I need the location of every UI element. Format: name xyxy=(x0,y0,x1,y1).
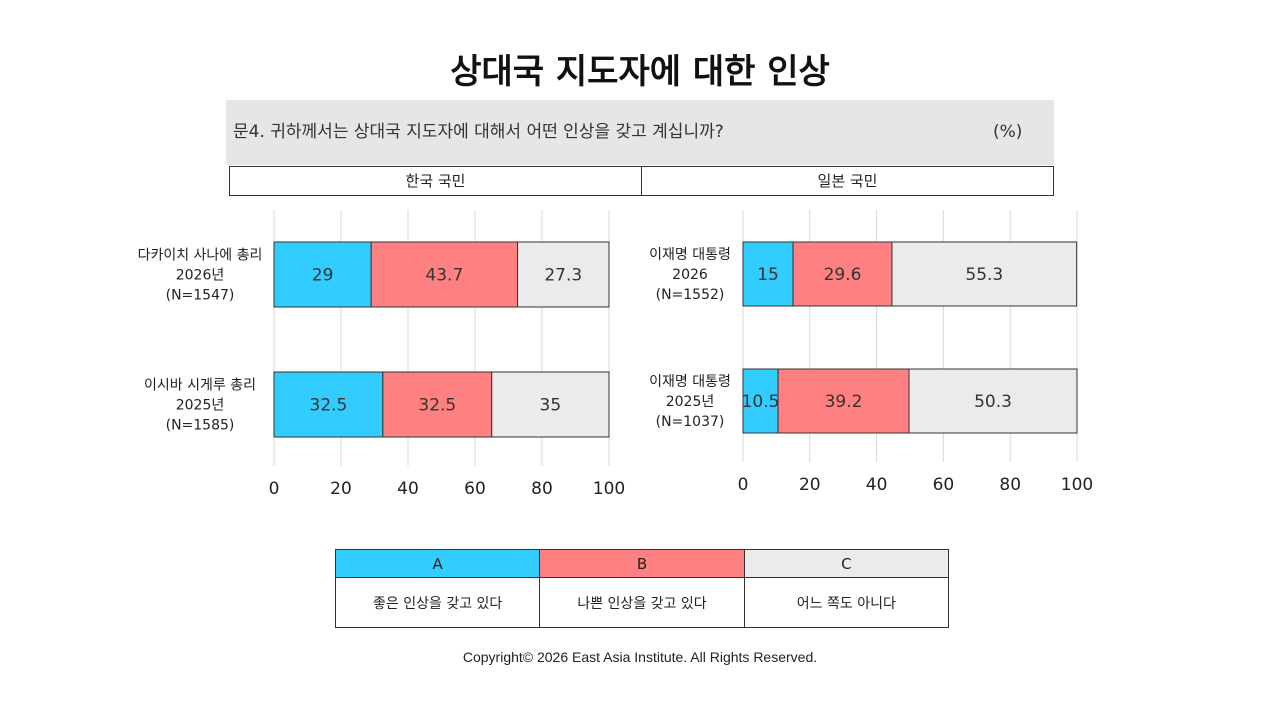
data-label-b: 29.6 xyxy=(824,265,862,285)
category-label-japan: 2025년 xyxy=(666,394,715,410)
x-tick-label-japan: 40 xyxy=(866,475,888,495)
x-tick-label-korea: 80 xyxy=(531,479,553,499)
data-label-c: 50.3 xyxy=(974,392,1012,412)
category-label-korea: 2025년 xyxy=(176,398,225,414)
bar-segment-b xyxy=(382,371,493,438)
page-title: 상대국 지도자에 대한 인상 xyxy=(450,52,830,92)
copyright-notice: Copyright© 2026 East Asia Institute. All… xyxy=(462,649,818,665)
x-tick-label-korea: 40 xyxy=(397,479,419,499)
panel-header-korea: 한국 국민 xyxy=(230,167,642,195)
panel-header-japan: 일본 국민 xyxy=(817,172,878,190)
data-label-c: 35 xyxy=(540,396,562,416)
bar-segment-a xyxy=(742,241,794,307)
x-tick-label-japan: 20 xyxy=(799,475,821,495)
legend-key-c: C xyxy=(743,549,950,578)
bar-segment-a xyxy=(273,371,384,438)
data-label-a: 32.5 xyxy=(310,396,348,416)
legend-key-row: A B C xyxy=(334,549,950,578)
data-label-c: 55.3 xyxy=(965,265,1003,285)
bar-segment-a xyxy=(742,368,779,434)
category-label-japan: 2026 xyxy=(672,267,708,283)
bar-segment-c xyxy=(491,371,610,438)
legend-key-a: A xyxy=(334,549,541,578)
category-label-korea: (N=1585) xyxy=(166,418,235,434)
x-tick-label-korea: 100 xyxy=(593,479,625,499)
legend-table: A B C 좋은 인상을 갖고 있다 나쁜 인상을 갖고 있다 어느 쪽도 아니… xyxy=(334,549,950,628)
x-tick-label-japan: 80 xyxy=(999,475,1021,495)
x-tick-label-korea: 60 xyxy=(464,479,486,499)
data-label-b: 43.7 xyxy=(425,266,463,286)
bar-segment-c xyxy=(908,368,1078,434)
bar-segment-a xyxy=(273,241,372,308)
legend-label-c: 어느 쪽도 아니다 xyxy=(743,577,950,628)
category-label-korea: (N=1547) xyxy=(166,288,235,304)
x-tick-label-korea: 0 xyxy=(269,479,280,499)
category-label-korea: 다카이치 사나에 총리 xyxy=(138,248,263,264)
panel-header-row: 한국 국민 일본 국민 xyxy=(229,166,1054,196)
x-tick-label-japan: 100 xyxy=(1061,475,1093,495)
data-label-b: 32.5 xyxy=(418,396,456,416)
unit-label: (%) xyxy=(993,122,1023,142)
legend-label-b: 나쁜 인상을 갖고 있다 xyxy=(539,577,745,628)
data-label-b: 39.2 xyxy=(825,392,863,412)
data-label-a: 10.5 xyxy=(742,392,780,412)
category-label-korea: 2026년 xyxy=(176,268,225,284)
x-tick-label-japan: 0 xyxy=(738,475,749,495)
category-label-japan: 이재명 대통령 xyxy=(649,247,731,263)
charts-area: 0 20 40 60 80 100 29 43.7 27.3 다카이치 사나에 총리 2026년 (N… xyxy=(138,210,1093,499)
category-label-korea: 이시바 시게루 총리 xyxy=(144,378,256,394)
bar-segment-b xyxy=(777,368,910,434)
data-label-c: 27.3 xyxy=(544,266,582,286)
category-label-japan: 이재명 대통령 xyxy=(649,374,731,390)
x-tick-label-japan: 60 xyxy=(933,475,955,495)
legend-label-a: 좋은 인상을 갖고 있다 xyxy=(334,577,541,628)
data-label-a: 29 xyxy=(312,266,334,286)
category-label-japan: (N=1552) xyxy=(656,287,725,303)
bar-segment-c xyxy=(891,241,1078,307)
question-box: 문4. 귀하께서는 상대국 지도자에 대해서 어떤 인상을 갖고 계십니까? (… xyxy=(226,100,1054,165)
data-label-a: 15 xyxy=(757,265,779,285)
question-text: 문4. 귀하께서는 상대국 지도자에 대해서 어떤 인상을 갖고 계십니까? xyxy=(233,122,724,142)
x-tick-label-korea: 20 xyxy=(330,479,352,499)
legend-key-b: B xyxy=(539,549,745,578)
legend-label-row: 좋은 인상을 갖고 있다 나쁜 인상을 갖고 있다 어느 쪽도 아니다 xyxy=(334,577,950,628)
category-label-japan: (N=1037) xyxy=(656,414,725,430)
bar-segment-c xyxy=(517,241,610,308)
